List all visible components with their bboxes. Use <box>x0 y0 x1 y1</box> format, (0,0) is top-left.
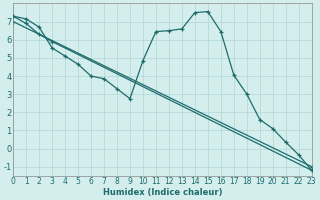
X-axis label: Humidex (Indice chaleur): Humidex (Indice chaleur) <box>103 188 222 197</box>
